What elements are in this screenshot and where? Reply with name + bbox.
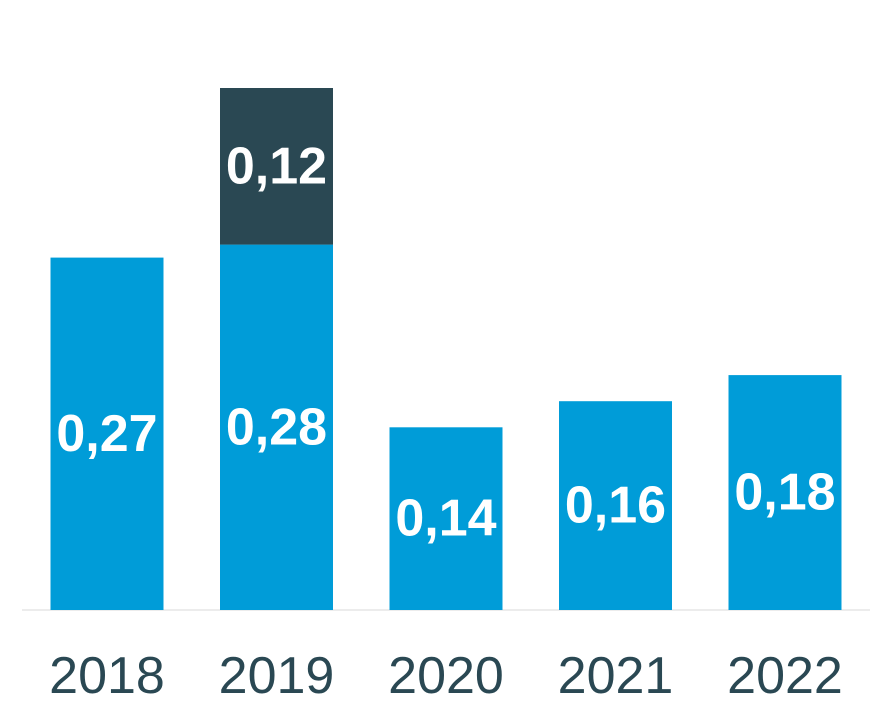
- bar-2021-segment-1: [559, 401, 672, 610]
- x-tick-label-2020: 2020: [388, 647, 504, 705]
- x-tick-label-2018: 2018: [49, 647, 165, 705]
- bar-2018-segment-1: [50, 257, 164, 610]
- data-label-2020-segment-1: 0,14: [395, 490, 496, 548]
- bars-group: [50, 88, 842, 610]
- bar-2019-segment-1: [220, 244, 333, 610]
- data-label-2021-segment-1: 0,16: [565, 477, 666, 535]
- x-tick-label-2019: 2019: [219, 647, 335, 705]
- data-label-2022-segment-1: 0,18: [734, 464, 835, 522]
- bar-2022-segment-1: [728, 375, 842, 610]
- data-label-2018-segment-1: 0,27: [56, 405, 157, 463]
- x-tick-label-2022: 2022: [727, 647, 843, 705]
- data-labels-group: 0,27 0,28 0,12 0,14 0,16 0,18: [56, 137, 835, 547]
- x-tick-labels-group: 2018 2019 2020 2021 2022: [49, 647, 843, 705]
- bar-2019-segment-2: [220, 88, 333, 245]
- bar-2020-segment-1: [389, 427, 503, 610]
- data-label-2019-segment-1: 0,28: [226, 398, 327, 456]
- data-label-2019-segment-2: 0,12: [226, 137, 327, 195]
- x-tick-label-2021: 2021: [558, 647, 674, 705]
